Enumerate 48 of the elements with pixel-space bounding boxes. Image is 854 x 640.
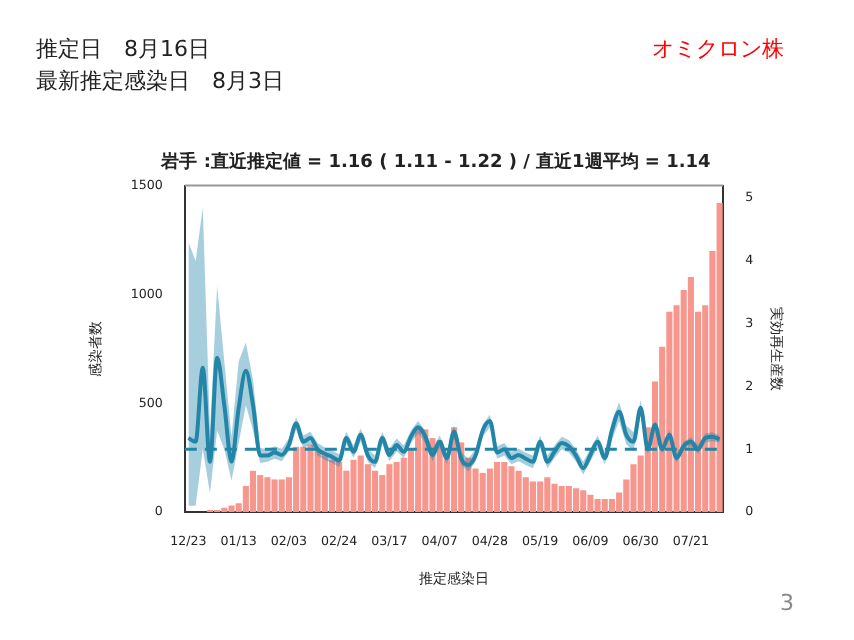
text: オミクロン株 bbox=[652, 34, 784, 64]
bar bbox=[400, 457, 407, 513]
bar bbox=[328, 459, 336, 513]
bar bbox=[249, 470, 257, 513]
bar bbox=[257, 475, 264, 513]
bar bbox=[601, 499, 608, 513]
bar bbox=[314, 448, 321, 513]
bar bbox=[494, 462, 501, 513]
bar bbox=[228, 505, 235, 513]
text: 最新推定感染日 8月3日 bbox=[36, 66, 284, 96]
bar bbox=[300, 446, 307, 513]
text: 3 bbox=[780, 590, 794, 616]
bar bbox=[716, 203, 723, 513]
bar bbox=[565, 485, 572, 513]
bar bbox=[544, 477, 551, 513]
text: 推定日 8月16日 bbox=[36, 34, 210, 64]
bar bbox=[372, 470, 379, 513]
bar bbox=[515, 470, 522, 513]
bar bbox=[293, 446, 300, 513]
chart-title: 岩手 :直近推定値 = 1.16 ( 1.11 - 1.22 ) / 直近1週平均 = 1.14 bbox=[159, 151, 711, 174]
bar bbox=[501, 462, 508, 513]
bar bbox=[350, 459, 357, 513]
bar bbox=[666, 311, 673, 513]
bar bbox=[608, 499, 615, 513]
bar bbox=[587, 494, 594, 513]
line-series bbox=[186, 355, 722, 471]
bar bbox=[687, 277, 694, 513]
bar bbox=[271, 479, 278, 513]
bar bbox=[551, 483, 558, 513]
bar bbox=[415, 427, 422, 513]
bar bbox=[393, 462, 400, 513]
bar bbox=[321, 455, 328, 513]
bar bbox=[508, 466, 515, 513]
bar bbox=[336, 462, 343, 513]
bar bbox=[558, 485, 565, 513]
bar bbox=[522, 477, 529, 513]
bar bbox=[386, 464, 393, 513]
bar bbox=[529, 481, 537, 513]
bar bbox=[307, 444, 314, 513]
bar bbox=[572, 488, 580, 513]
bar bbox=[594, 499, 601, 513]
bar bbox=[278, 479, 285, 513]
bar bbox=[479, 472, 486, 513]
bar bbox=[486, 468, 493, 513]
bar bbox=[264, 477, 271, 513]
bar bbox=[357, 455, 364, 513]
bar bbox=[580, 490, 587, 513]
bar bbox=[537, 481, 544, 513]
